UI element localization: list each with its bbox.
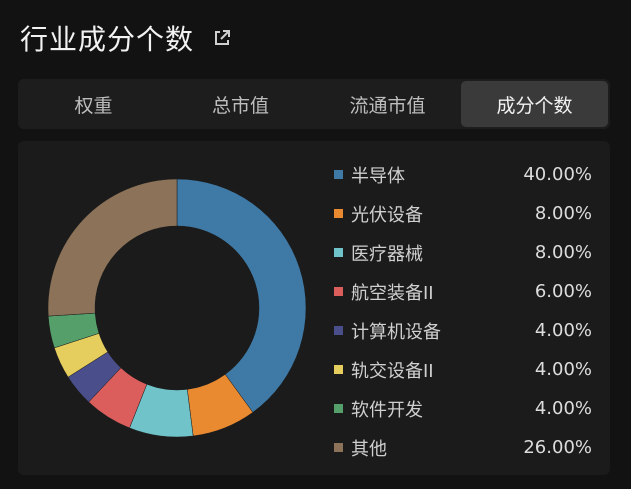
legend-label: 半导体	[351, 165, 405, 187]
legend-swatch	[334, 404, 343, 413]
legend-item[interactable]: 航空装备II 6.00%	[334, 272, 596, 311]
legend-label: 光伏设备	[351, 204, 423, 226]
legend-label: 医疗器械	[351, 243, 423, 265]
tab-constituent-count[interactable]: 成分个数	[461, 81, 608, 127]
legend-item[interactable]: 其他 26.00%	[334, 428, 596, 467]
legend-item[interactable]: 医疗器械 8.00%	[334, 233, 596, 272]
legend-value: 26.00%	[523, 437, 592, 458]
tab-total-market-cap[interactable]: 总市值	[211, 94, 269, 117]
donut-slice[interactable]	[48, 179, 178, 317]
legend-value: 6.00%	[534, 281, 592, 302]
legend-swatch	[334, 287, 343, 296]
page-title: 行业成分个数	[20, 23, 195, 56]
legend-swatch	[334, 443, 343, 452]
tab-weight[interactable]: 权重	[74, 94, 113, 117]
legend-value: 8.00%	[534, 203, 592, 224]
legend-label: 其他	[351, 438, 387, 460]
chart-panel: 半导体 40.00% 光伏设备 8.00% 医疗器械 8.00% 航空装备II 6.00% 计算…	[18, 141, 610, 475]
legend-item[interactable]: 轨交设备II 4.00%	[334, 350, 596, 389]
legend-swatch	[334, 248, 343, 257]
tab-float-market-cap[interactable]: 流通市值	[349, 94, 426, 117]
header: 行业成分个数	[20, 18, 232, 58]
legend-value: 4.00%	[534, 320, 592, 341]
legend-value: 8.00%	[534, 242, 592, 263]
legend-item[interactable]: 计算机设备 4.00%	[334, 311, 596, 350]
legend-label: 软件开发	[351, 399, 423, 421]
donut-chart	[48, 179, 306, 437]
legend-label: 航空装备II	[351, 282, 434, 304]
legend-value: 40.00%	[523, 164, 592, 185]
tab-bar: 权重 总市值 流通市值 成分个数	[18, 79, 610, 129]
chart-legend: 半导体 40.00% 光伏设备 8.00% 医疗器械 8.00% 航空装备II 6.00% 计算…	[334, 155, 596, 467]
legend-item[interactable]: 半导体 40.00%	[334, 155, 596, 194]
legend-swatch	[334, 209, 343, 218]
legend-value: 4.00%	[534, 398, 592, 419]
legend-label: 计算机设备	[351, 321, 441, 343]
legend-label: 轨交设备II	[351, 360, 434, 382]
legend-item[interactable]: 软件开发 4.00%	[334, 389, 596, 428]
legend-swatch	[334, 365, 343, 374]
legend-value: 4.00%	[534, 359, 592, 380]
legend-item[interactable]: 光伏设备 8.00%	[334, 194, 596, 233]
legend-swatch	[334, 170, 343, 179]
donut-slice[interactable]	[176, 179, 306, 413]
external-link-icon[interactable]	[212, 28, 232, 48]
legend-swatch	[334, 326, 343, 335]
